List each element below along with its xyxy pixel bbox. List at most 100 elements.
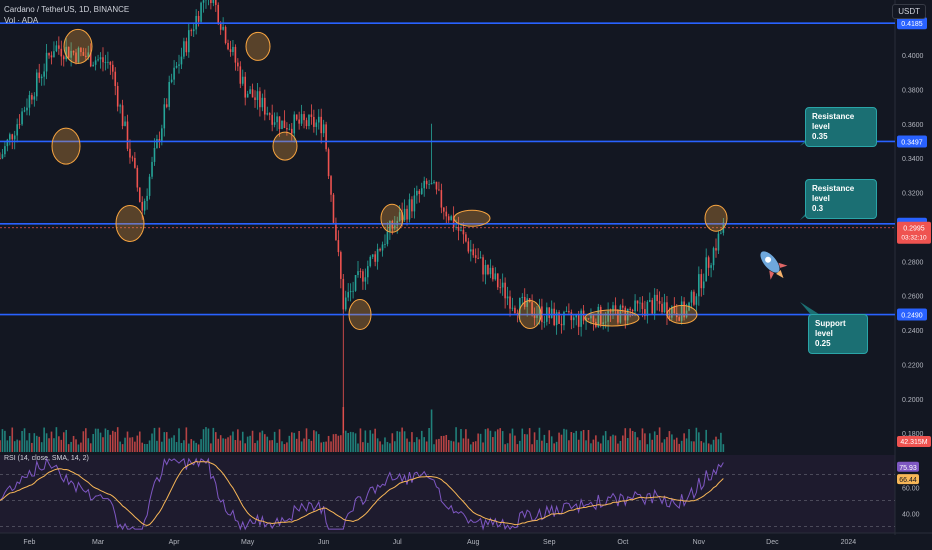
- candle-body: [683, 301, 685, 318]
- y-tick-label: 0.3600: [902, 122, 924, 129]
- volume-bar: [322, 441, 325, 452]
- candles: [0, 0, 725, 434]
- volume-bar: [582, 429, 585, 452]
- x-tick-label: Mar: [92, 539, 105, 546]
- volume-bar: [587, 430, 590, 452]
- volume-bar: [685, 438, 688, 452]
- volume-bar: [396, 431, 399, 452]
- candle-body: [200, 2, 202, 22]
- volume-bar: [671, 434, 673, 452]
- volume-bar: [514, 435, 516, 452]
- candle-body: [386, 231, 389, 245]
- currency-button[interactable]: USDT: [892, 4, 926, 19]
- candle-body: [18, 124, 21, 126]
- volume-bar: [75, 439, 77, 452]
- candle-body: [693, 291, 695, 305]
- volume-bar: [9, 435, 11, 452]
- candle-body: [668, 316, 671, 318]
- candle-body: [646, 301, 649, 317]
- candle-body: [161, 128, 163, 143]
- candle-body: [322, 124, 325, 134]
- candle-body: [82, 52, 85, 56]
- candle-body: [548, 307, 551, 318]
- candle-body: [653, 294, 656, 314]
- volume-bar: [85, 428, 87, 452]
- candle-body: [656, 294, 658, 302]
- candle-body: [70, 50, 72, 58]
- volume-bar: [546, 443, 548, 452]
- rsi-panel: [0, 455, 895, 533]
- volume-bar: [457, 442, 460, 452]
- highlight-circle: [453, 209, 491, 227]
- volume-bar: [303, 438, 305, 452]
- volume-bar: [430, 409, 433, 452]
- volume-bar: [82, 431, 85, 452]
- candle-body: [124, 121, 126, 126]
- candle-body: [695, 296, 698, 305]
- candle-body: [587, 318, 590, 320]
- candle-body: [690, 291, 693, 303]
- y-tick-label: 0.2400: [902, 328, 924, 335]
- candle-body: [261, 97, 264, 108]
- volume-bar: [391, 433, 394, 452]
- candle-body: [237, 62, 239, 67]
- volume-bar: [197, 444, 200, 452]
- candle-body: [192, 29, 195, 32]
- volume-bar: [281, 441, 283, 452]
- volume-bar: [31, 442, 33, 452]
- candle-body: [281, 120, 283, 130]
- volume-bar: [11, 427, 14, 452]
- volume-bar: [462, 438, 465, 452]
- volume-bar: [21, 430, 23, 452]
- volume-bar: [504, 444, 506, 452]
- candle-body: [629, 308, 631, 310]
- volume-bar: [77, 444, 80, 452]
- volume-bar: [406, 438, 408, 452]
- candle-body: [178, 64, 180, 66]
- candle-body: [369, 256, 372, 267]
- candle-body: [526, 298, 528, 307]
- volume-bar: [185, 427, 188, 452]
- volume-bar: [702, 442, 705, 452]
- candle-body: [35, 72, 38, 97]
- candle-body: [359, 271, 362, 272]
- candle-body: [85, 55, 87, 58]
- volume-bar: [423, 437, 426, 452]
- candle-body: [156, 138, 158, 148]
- volume-bar: [443, 435, 445, 452]
- volume-bar: [580, 431, 582, 452]
- candle-body: [496, 273, 499, 288]
- volume-bar: [271, 440, 273, 452]
- candle-body: [251, 89, 254, 98]
- candle-body: [327, 149, 330, 177]
- volume-bar: [23, 428, 26, 452]
- volume-bar: [612, 434, 614, 452]
- candle-body: [173, 67, 175, 80]
- volume-bar: [305, 428, 308, 452]
- candle-body: [607, 310, 609, 322]
- candle-body: [330, 176, 332, 195]
- volume-bar: [393, 441, 396, 452]
- volume-bar: [13, 441, 16, 452]
- volume-bar: [188, 443, 190, 452]
- callout-resistance-03: Resistance level 0.3: [805, 179, 877, 219]
- candle-body: [23, 110, 26, 112]
- volume-bar: [278, 429, 281, 452]
- volume-bar: [722, 444, 725, 452]
- volume-bar: [276, 442, 278, 452]
- volume-bar: [509, 433, 511, 452]
- candle-body: [543, 321, 546, 323]
- volume-bar: [602, 435, 605, 452]
- volume-bar: [6, 440, 9, 452]
- volume-bar: [239, 440, 242, 452]
- candle-body: [357, 271, 359, 276]
- callout-resistance-035: Resistance level 0.35: [805, 107, 877, 147]
- candle-body: [153, 147, 156, 162]
- candle-body: [460, 229, 462, 231]
- candle-body: [13, 135, 16, 140]
- x-tick-label: May: [241, 539, 255, 546]
- candle-body: [136, 167, 139, 188]
- candle-body: [440, 190, 443, 208]
- volume-bar: [531, 444, 533, 452]
